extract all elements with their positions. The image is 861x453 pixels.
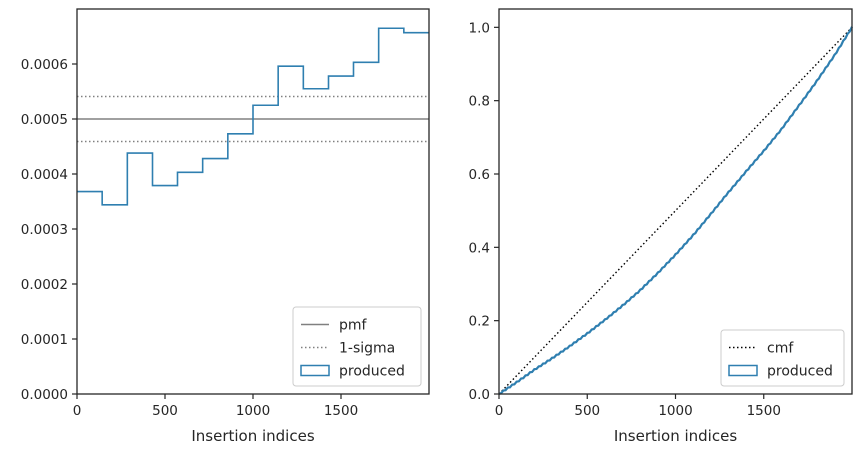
legend-handle-produced: [728, 364, 758, 377]
y-tick-label: 0.0003: [21, 222, 68, 238]
y-tick-label: 0.2: [469, 314, 490, 330]
x-tick-label: 1000: [658, 403, 692, 419]
x-tick-label: 500: [574, 403, 600, 419]
y-tick-label: 0.0001: [21, 332, 68, 348]
x-tick-label: 1000: [236, 403, 270, 419]
x-axis-label: Insertion indices: [191, 427, 314, 445]
x-axis-label: Insertion indices: [614, 427, 737, 445]
y-tick-label: 0.8: [469, 94, 490, 110]
x-tick-label: 0: [495, 403, 504, 419]
legend-label-pmf: pmf: [339, 318, 368, 334]
cmf-line: [498, 26, 853, 395]
legend-label-produced: produced: [339, 364, 405, 380]
x-tick-label: 500: [152, 403, 178, 419]
left-subplot-pmf: 0 500 1000 1500 0.0000 0.0001 0.0002 0.0003 0.00…: [21, 8, 430, 445]
legend-handle-produced: [300, 364, 330, 377]
y-tick-label: 0.0005: [21, 112, 68, 128]
y-tick-label: 0.4: [469, 240, 490, 256]
legend-box: [720, 329, 845, 387]
legend-label-1-sigma: 1-sigma: [339, 341, 395, 357]
y-tick-label: 0.6: [469, 167, 490, 183]
y-tick-label: 0.0: [469, 387, 490, 403]
x-tick-label: 0: [73, 403, 82, 419]
produced-ecdf-line: [498, 26, 853, 396]
y-tick-label: 1.0: [469, 20, 490, 36]
y-tick-label: 0.0004: [21, 167, 68, 183]
right-subplot-cmf: 0 500 1000 1500 0.0 0.2 0.4 0.6 0.8 1.0 Insertion …: [469, 8, 853, 445]
legend-label-cmf: cmf: [767, 341, 794, 357]
x-tick-label: 1500: [747, 403, 781, 419]
legend-label-produced: produced: [767, 364, 833, 380]
produced-histogram-step: [77, 27, 429, 206]
y-tick-label: 0.0000: [21, 387, 68, 403]
y-tick-label: 0.0006: [21, 57, 68, 73]
y-tick-label: 0.0002: [21, 277, 68, 293]
x-tick-label: 1500: [324, 403, 358, 419]
